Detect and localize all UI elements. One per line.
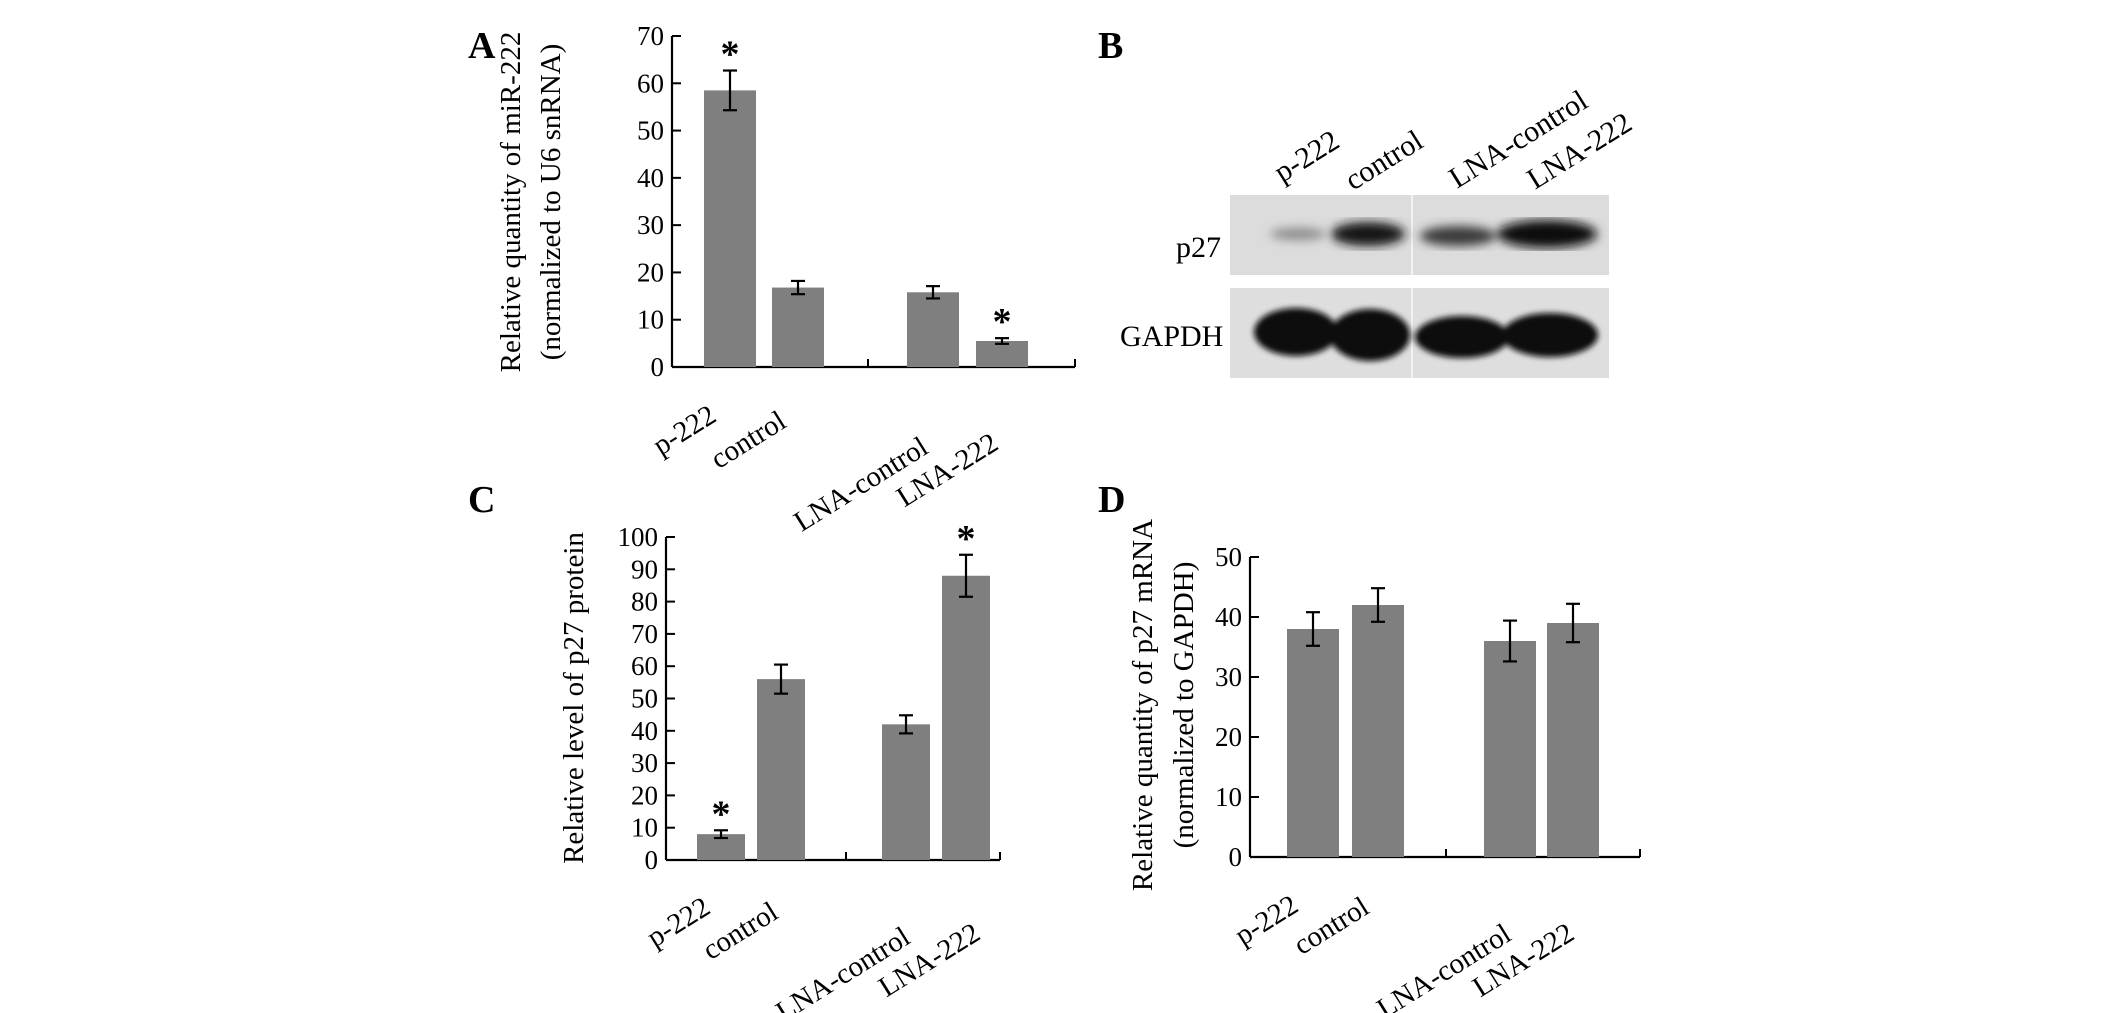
chart-c-y-tick-label-90: 90 — [631, 554, 658, 584]
western-blot: p-222 control LNA-control LNA-222 p27 GA… — [1120, 84, 1638, 378]
chart-a-y-axis-label-1: (normalized to U6 snRNA) — [535, 44, 567, 361]
chart-c-significance-lna-222: * — [957, 518, 976, 560]
blot-band-p27-p222 — [1270, 228, 1326, 240]
chart-d-y-tick-label-30: 30 — [1215, 662, 1242, 692]
chart-c-y-tick-label-50: 50 — [631, 684, 658, 714]
blot-band-p27-control — [1331, 222, 1405, 246]
panel-label-c: C — [468, 479, 495, 521]
chart-c-y-tick-label-100: 100 — [618, 522, 659, 552]
chart-a-y-tick-label-50: 50 — [637, 116, 664, 146]
chart-d-y-tick-label-40: 40 — [1215, 602, 1242, 632]
chart-a-y-tick-label-20: 20 — [637, 257, 664, 287]
chart-c-y-tick-label-30: 30 — [631, 748, 658, 778]
chart-a-bar-p-222 — [704, 90, 756, 367]
chart-a-category-label-control: control — [705, 405, 792, 476]
chart-c-y-tick-label-80: 80 — [631, 587, 658, 617]
chart-d-y-tick-label-20: 20 — [1215, 722, 1242, 752]
blot-band-gapdh-lna-222 — [1502, 313, 1598, 357]
blot-band-p27-lna-222 — [1497, 220, 1597, 248]
blot-row-label-gapdh: GAPDH — [1120, 320, 1223, 353]
chart-d-bar-lna-222 — [1547, 623, 1599, 857]
chart-d-y-tick-label-50: 50 — [1215, 542, 1242, 572]
chart-d-category-label-control: control — [1288, 891, 1375, 962]
chart-a-y-axis-label-0: Relative quantity of miR-222 — [495, 32, 527, 373]
chart-a-y-tick-label-60: 60 — [637, 68, 664, 98]
chart-c-y-tick-label-10: 10 — [631, 813, 658, 843]
chart-d-y-tick-label-10: 10 — [1215, 782, 1242, 812]
chart-c-y-axis-label-0: Relative level of p27 protein — [558, 532, 590, 864]
chart-a-bar-control — [772, 287, 824, 367]
blot-band-gapdh-lna-control — [1415, 316, 1509, 358]
panel-label-d: D — [1098, 479, 1125, 521]
blot-lane-labels: p-222 control LNA-control LNA-222 — [1268, 84, 1637, 197]
chart-a-y-tick-label-70: 70 — [637, 21, 664, 51]
chart-a-significance-p-222: * — [721, 34, 740, 76]
chart-a-bar-lna-control — [907, 292, 959, 367]
blot-lane-label-control: control — [1339, 124, 1429, 197]
chart-c-bar-control — [757, 679, 805, 860]
blot-lane-label-p222: p-222 — [1268, 124, 1345, 189]
chart-c-y-tick-label-0: 0 — [645, 845, 659, 875]
chart-c-category-label-control: control — [697, 896, 784, 967]
panel-label-b: B — [1098, 25, 1123, 67]
chart-a-bar-lna-222 — [976, 340, 1028, 367]
chart-c-significance-p-222: * — [712, 793, 731, 835]
chart-d-y-axis-label-1: (normalized to GAPDH) — [1168, 562, 1200, 849]
blot-band-p27-lna-control — [1420, 226, 1496, 246]
chart-c-bar-lna-222 — [942, 575, 990, 860]
chart-d-bar-lna-control — [1484, 641, 1536, 857]
blot-band-gapdh-p222 — [1254, 308, 1338, 356]
chart-c-y-tick-label-60: 60 — [631, 651, 658, 681]
chart-c-bar-lna-control — [882, 724, 930, 860]
chart-a-y-tick-label-10: 10 — [637, 305, 664, 335]
chart-a: 0 10 20 30 40 50 60 70 Relative quantity of miR-… — [495, 21, 1076, 538]
blot-band-gapdh-control — [1330, 309, 1410, 361]
chart-c-y-tick-label-40: 40 — [631, 716, 658, 746]
chart-d-y-axis-label-0: Relative quantity of p27 mRNA — [1127, 519, 1159, 891]
chart-d-bar-control — [1352, 605, 1404, 857]
chart-a-significance-lna-222: * — [993, 301, 1012, 343]
chart-a-y-tick-label-0: 0 — [651, 352, 665, 382]
chart-a-y-tick-label-30: 30 — [637, 210, 664, 240]
chart-d-y-tick-label-0: 0 — [1229, 842, 1243, 872]
blot-row-label-p27: p27 — [1176, 231, 1221, 264]
chart-d: 0 10 20 30 40 50 Relative quantity of p27 mRNA… — [1127, 519, 1641, 1013]
panel-label-a: A — [468, 25, 496, 67]
chart-c-y-tick-label-20: 20 — [631, 780, 658, 810]
chart-a-y-tick-label-40: 40 — [637, 163, 664, 193]
chart-d-bar-p-222 — [1287, 629, 1339, 857]
chart-c-y-tick-label-70: 70 — [631, 619, 658, 649]
